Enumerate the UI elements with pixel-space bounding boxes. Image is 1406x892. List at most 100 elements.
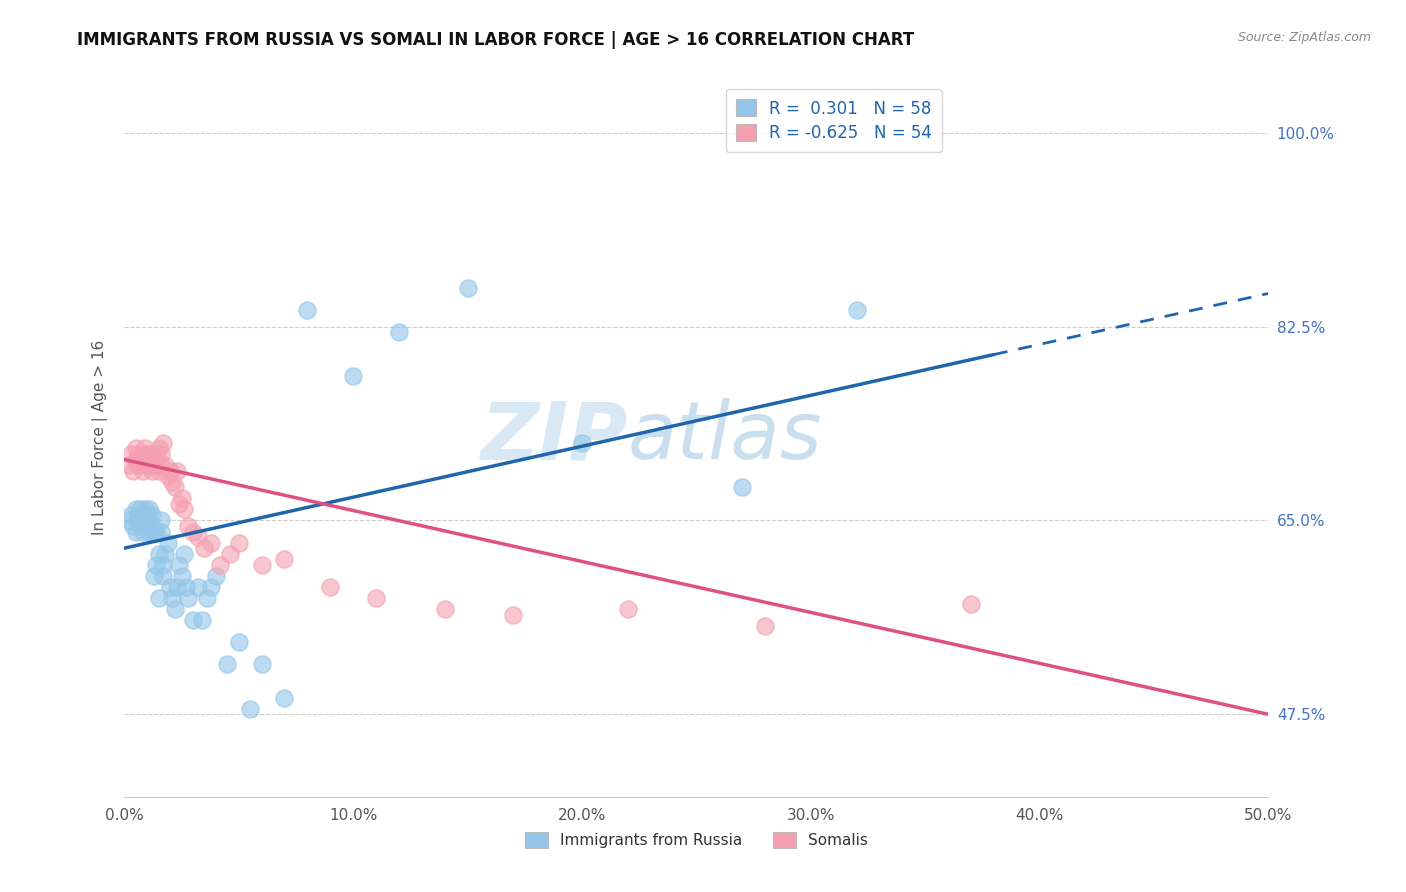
Point bbox=[152, 436, 174, 450]
Point bbox=[148, 547, 170, 561]
Point bbox=[205, 569, 228, 583]
Point bbox=[141, 508, 163, 522]
Point bbox=[228, 635, 250, 649]
Point bbox=[166, 464, 188, 478]
Point bbox=[200, 535, 222, 549]
Point bbox=[118, 458, 141, 472]
Point bbox=[731, 480, 754, 494]
Point bbox=[159, 580, 181, 594]
Point bbox=[136, 519, 159, 533]
Point bbox=[122, 519, 145, 533]
Point bbox=[125, 502, 148, 516]
Point bbox=[129, 502, 152, 516]
Point bbox=[143, 569, 166, 583]
Text: ZIP: ZIP bbox=[481, 399, 627, 476]
Point bbox=[134, 442, 156, 456]
Point bbox=[319, 580, 342, 594]
Point bbox=[155, 458, 177, 472]
Point bbox=[181, 524, 204, 539]
Point bbox=[167, 497, 190, 511]
Point bbox=[159, 464, 181, 478]
Point bbox=[155, 547, 177, 561]
Point bbox=[174, 580, 197, 594]
Point bbox=[218, 547, 240, 561]
Point bbox=[125, 452, 148, 467]
Point bbox=[125, 524, 148, 539]
Point bbox=[134, 458, 156, 472]
Point bbox=[162, 475, 184, 489]
Point bbox=[152, 558, 174, 572]
Point bbox=[120, 508, 142, 522]
Point bbox=[186, 530, 208, 544]
Point bbox=[131, 524, 153, 539]
Point bbox=[127, 508, 149, 522]
Point bbox=[217, 657, 239, 672]
Point bbox=[173, 502, 195, 516]
Point bbox=[138, 502, 160, 516]
Point bbox=[209, 558, 232, 572]
Point bbox=[200, 580, 222, 594]
Point bbox=[754, 618, 776, 632]
Point bbox=[131, 464, 153, 478]
Point bbox=[141, 464, 163, 478]
Point bbox=[143, 452, 166, 467]
Point bbox=[250, 558, 273, 572]
Point bbox=[149, 524, 172, 539]
Point bbox=[177, 591, 200, 605]
Point bbox=[193, 541, 215, 556]
Point bbox=[167, 558, 190, 572]
Point bbox=[457, 281, 479, 295]
Point bbox=[138, 452, 160, 467]
Point bbox=[145, 524, 167, 539]
Point bbox=[388, 325, 411, 339]
Point bbox=[273, 552, 295, 566]
Point bbox=[129, 458, 152, 472]
Point bbox=[145, 447, 167, 461]
Text: IMMIGRANTS FROM RUSSIA VS SOMALI IN LABOR FORCE | AGE > 16 CORRELATION CHART: IMMIGRANTS FROM RUSSIA VS SOMALI IN LABO… bbox=[77, 31, 914, 49]
Point bbox=[156, 535, 179, 549]
Point bbox=[152, 569, 174, 583]
Point bbox=[250, 657, 273, 672]
Point bbox=[131, 447, 153, 461]
Point bbox=[141, 447, 163, 461]
Point bbox=[143, 458, 166, 472]
Text: Source: ZipAtlas.com: Source: ZipAtlas.com bbox=[1237, 31, 1371, 45]
Point bbox=[156, 469, 179, 483]
Point bbox=[127, 513, 149, 527]
Point bbox=[136, 447, 159, 461]
Point bbox=[127, 447, 149, 461]
Point bbox=[170, 491, 193, 506]
Point bbox=[138, 458, 160, 472]
Text: atlas: atlas bbox=[627, 399, 823, 476]
Point bbox=[148, 464, 170, 478]
Point bbox=[148, 591, 170, 605]
Point bbox=[122, 464, 145, 478]
Point bbox=[120, 447, 142, 461]
Point bbox=[162, 591, 184, 605]
Point bbox=[138, 524, 160, 539]
Point bbox=[149, 458, 172, 472]
Legend: R =  0.301   N = 58, R = -0.625   N = 54: R = 0.301 N = 58, R = -0.625 N = 54 bbox=[725, 89, 942, 153]
Point bbox=[273, 690, 295, 705]
Point bbox=[177, 519, 200, 533]
Point bbox=[433, 602, 456, 616]
Point bbox=[364, 591, 387, 605]
Point bbox=[571, 436, 593, 450]
Point bbox=[145, 458, 167, 472]
Point bbox=[297, 303, 319, 318]
Point bbox=[228, 535, 250, 549]
Point bbox=[136, 508, 159, 522]
Point bbox=[134, 513, 156, 527]
Point bbox=[163, 602, 186, 616]
Point bbox=[149, 447, 172, 461]
Point bbox=[141, 519, 163, 533]
Point bbox=[129, 452, 152, 467]
Point bbox=[502, 607, 524, 622]
Point bbox=[131, 508, 153, 522]
Point bbox=[136, 458, 159, 472]
Point bbox=[960, 597, 983, 611]
Point bbox=[148, 442, 170, 456]
Point bbox=[143, 524, 166, 539]
Point bbox=[170, 569, 193, 583]
Point bbox=[239, 702, 262, 716]
